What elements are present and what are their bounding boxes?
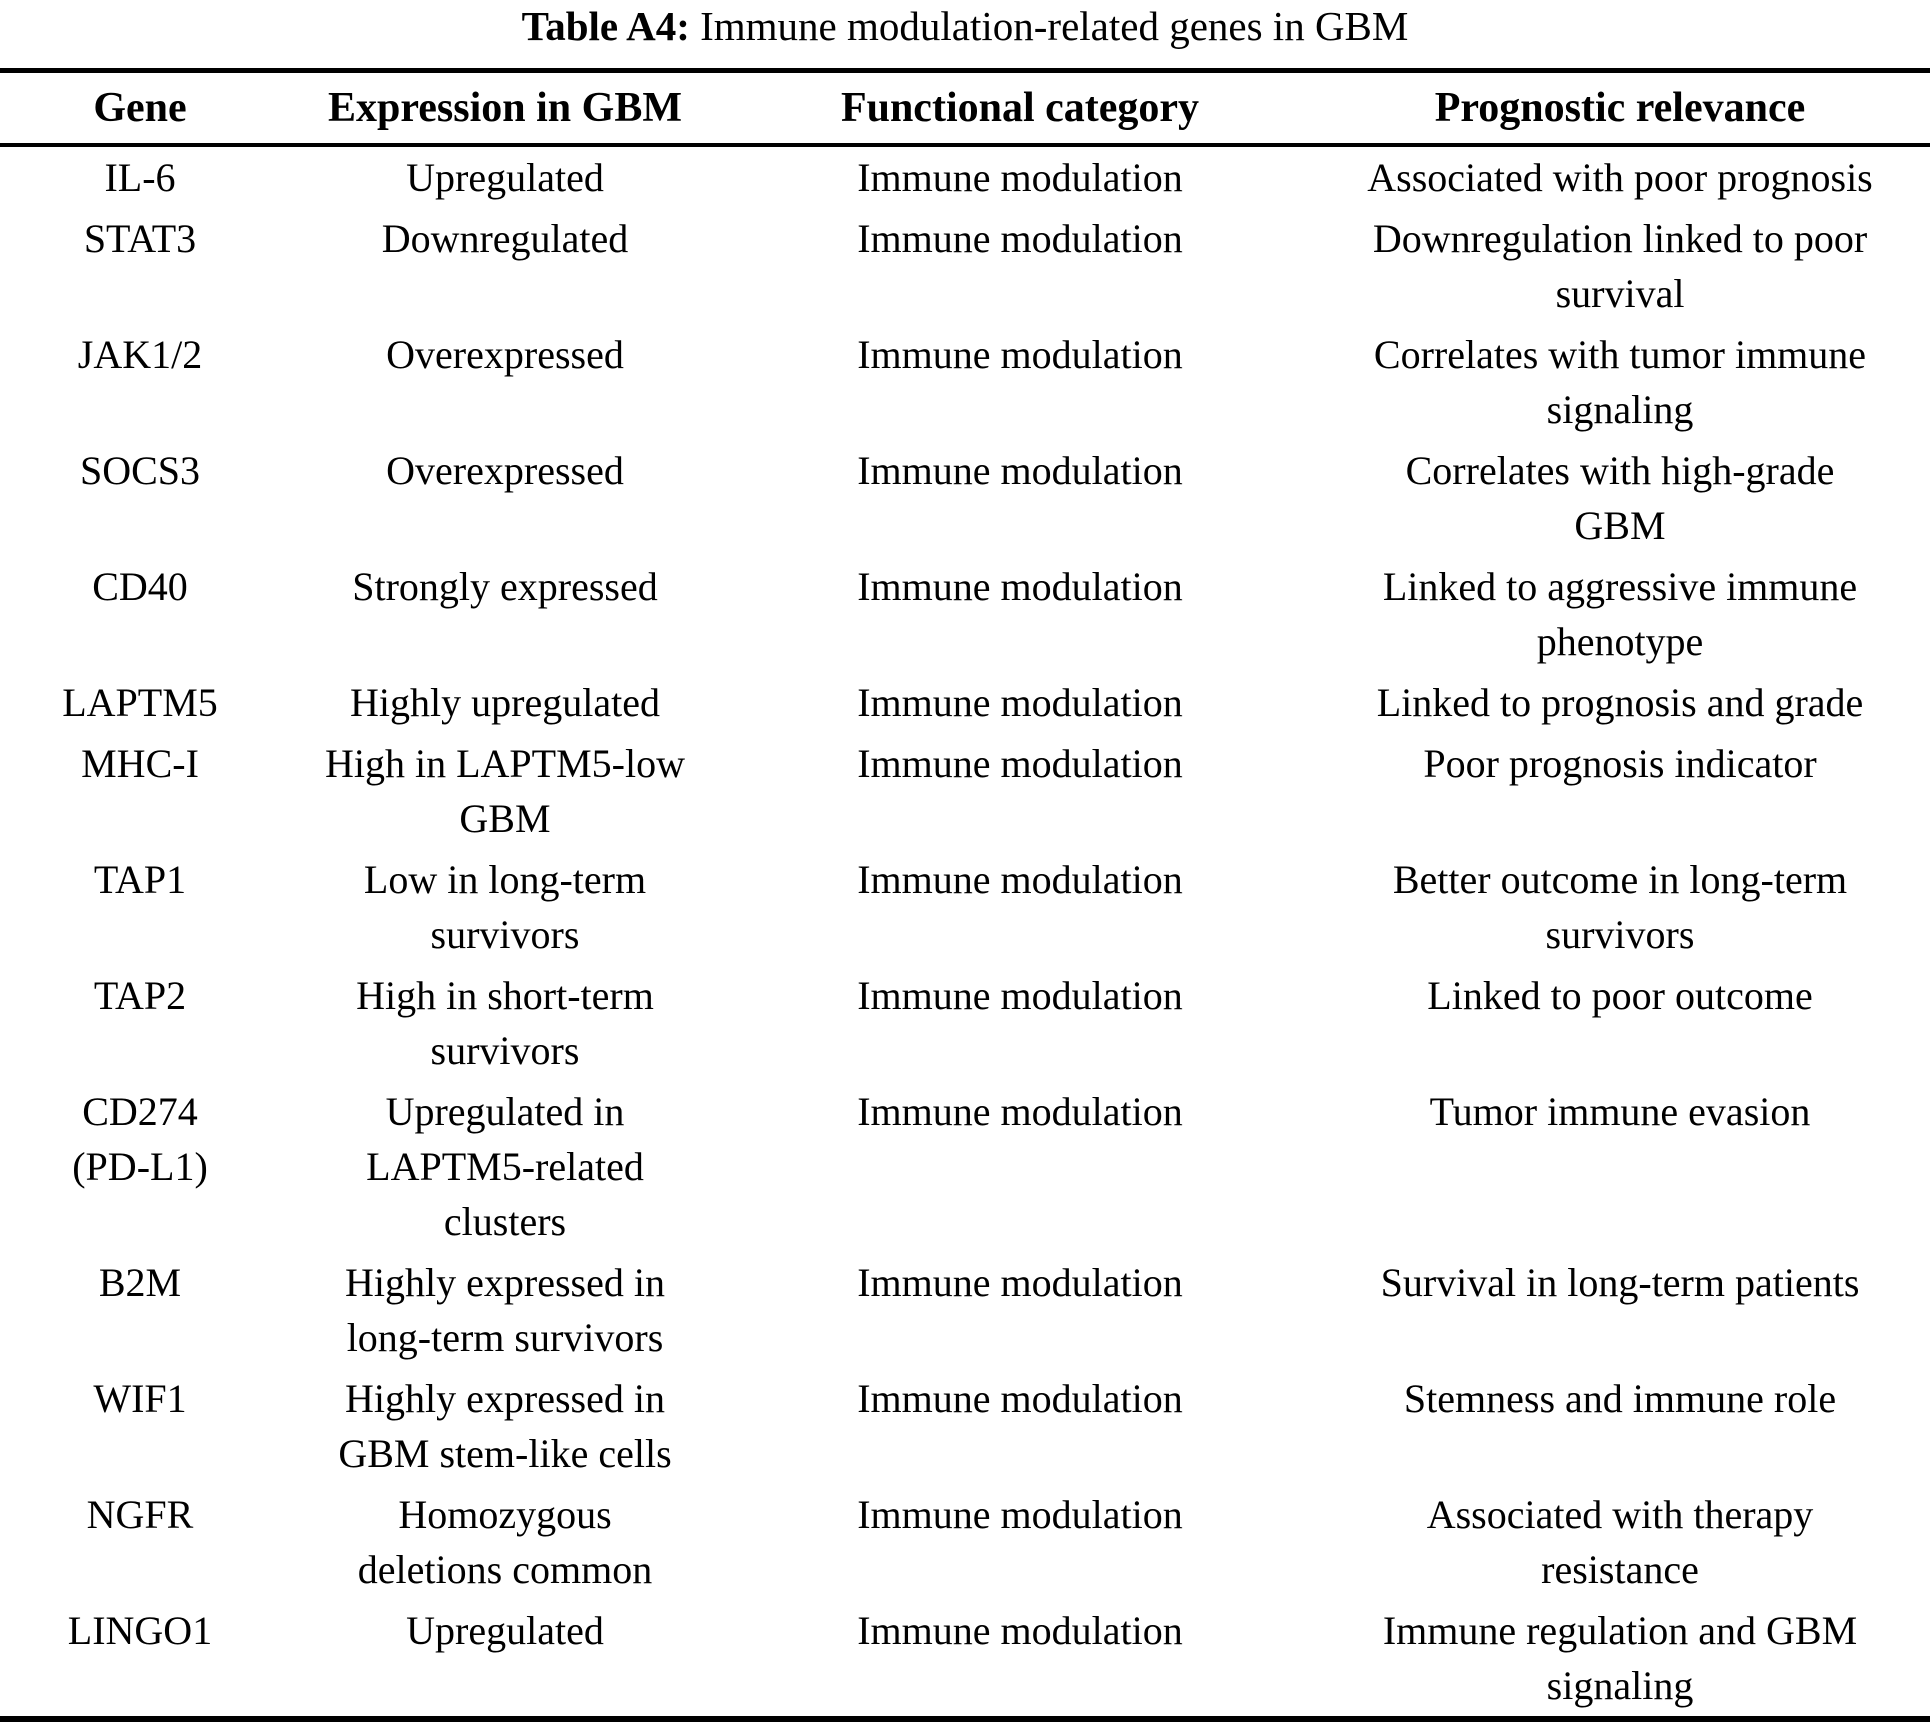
prognosis-cell: Poor prognosis indicator [1423, 741, 1817, 786]
gene-cell: TAP1 [93, 857, 187, 902]
table-row: B2M Highly expressed in long-term survivo… [0, 1252, 1930, 1368]
category-cell: Immune modulation [857, 155, 1183, 200]
prognosis-cell: Stemness and immune role [1403, 1376, 1837, 1421]
category-cell: Immune modulation [857, 1492, 1183, 1537]
category-cell: Immune modulation [857, 448, 1183, 493]
expression-cell: High in short-term survivors [356, 973, 654, 1073]
gene-cell: MHC-I [81, 741, 199, 786]
category-cell: Immune modulation [857, 973, 1183, 1018]
gene-cell: CD274 (PD-L1) [72, 1089, 208, 1189]
prognosis-cell: Downregulation linked to poor survival [1372, 216, 1868, 316]
gene-cell: LAPTM5 [62, 680, 218, 725]
column-header-category: Functional category [730, 70, 1310, 147]
table-row: WIF1 Highly expressed in GBM stem-like ce… [0, 1368, 1930, 1484]
expression-cell: Overexpressed [386, 332, 624, 377]
table-row: JAK1/2 Overexpressed Immune modulation Corr… [0, 324, 1930, 440]
expression-cell: Highly expressed in long-term survivors [345, 1260, 665, 1360]
gene-table: Gene Expression in GBM Functional catego… [0, 68, 1930, 1722]
gene-cell: CD40 [92, 564, 188, 609]
table-row: TAP2 High in short-term survivors Immune m… [0, 965, 1930, 1081]
prognosis-cell: Linked to aggressive immune phenotype [1382, 564, 1858, 664]
gene-cell: SOCS3 [79, 448, 201, 493]
category-cell: Immune modulation [857, 216, 1183, 261]
prognosis-cell: Immune regulation and GBM signaling [1382, 1608, 1858, 1708]
category-cell: Immune modulation [857, 680, 1183, 725]
column-header-prognosis: Prognostic relevance [1310, 70, 1930, 147]
table-row: NGFR Homozygous deletions common Immune mo… [0, 1484, 1930, 1600]
expression-cell: Upregulated [406, 155, 604, 200]
expression-cell: Strongly expressed [352, 564, 658, 609]
category-cell: Immune modulation [857, 1089, 1183, 1134]
category-cell: Immune modulation [857, 1376, 1183, 1421]
table-caption: Table A4: Immune modulation-related gene… [0, 0, 1930, 68]
prognosis-cell: Correlates with high-grade GBM [1405, 448, 1835, 548]
prognosis-cell: Better outcome in long-term survivors [1392, 857, 1848, 957]
gene-table-body: IL-6 Upregulated Immune modulation Associat… [0, 145, 1930, 1719]
expression-cell: Homozygous deletions common [357, 1492, 653, 1592]
category-cell: Immune modulation [857, 741, 1183, 786]
expression-cell: Upregulated in LAPTM5-related clusters [366, 1089, 644, 1244]
table-row: LAPTM5 Highly upregulated Immune modulatio… [0, 672, 1930, 733]
table-row: CD274 (PD-L1) Upregulated in LAPTM5-relat… [0, 1081, 1930, 1252]
table-row: MHC-I High in LAPTM5-low GBM Immune modula… [0, 733, 1930, 849]
table-row: CD40 Strongly expressed Immune modulation L… [0, 556, 1930, 672]
expression-cell: Downregulated [381, 216, 629, 261]
category-cell: Immune modulation [857, 564, 1183, 609]
table-row: TAP1 Low in long-term survivors Immune mod… [0, 849, 1930, 965]
table-row: SOCS3 Overexpressed Immune modulation Corre… [0, 440, 1930, 556]
gene-cell: JAK1/2 [77, 332, 203, 377]
column-header-expression: Expression in GBM [280, 70, 730, 147]
table-row: IL-6 Upregulated Immune modulation Associat… [0, 145, 1930, 208]
gene-cell: LINGO1 [67, 1608, 213, 1653]
gene-cell: IL-6 [104, 155, 176, 200]
header-row: Gene Expression in GBM Functional catego… [0, 70, 1930, 147]
gene-cell: WIF1 [93, 1376, 187, 1421]
gene-cell: STAT3 [83, 216, 197, 261]
gene-cell: TAP2 [93, 973, 187, 1018]
prognosis-cell: Linked to poor outcome [1427, 973, 1813, 1018]
prognosis-cell: Linked to prognosis and grade [1376, 680, 1864, 725]
gene-cell: NGFR [86, 1492, 194, 1537]
table-caption-text: Immune modulation-related genes in GBM [689, 3, 1409, 49]
prognosis-cell: Correlates with tumor immune signaling [1373, 332, 1867, 432]
category-cell: Immune modulation [857, 1608, 1183, 1653]
expression-cell: Highly upregulated [350, 680, 660, 725]
expression-cell: Highly expressed in GBM stem-like cells [338, 1376, 672, 1476]
expression-cell: Overexpressed [386, 448, 624, 493]
prognosis-cell: Survival in long-term patients [1380, 1260, 1860, 1305]
prognosis-cell: Associated with poor prognosis [1367, 155, 1873, 200]
column-header-gene: Gene [0, 70, 280, 147]
prognosis-cell: Tumor immune evasion [1429, 1089, 1811, 1134]
table-row: STAT3 Downregulated Immune modulation Downr… [0, 208, 1930, 324]
category-cell: Immune modulation [857, 1260, 1183, 1305]
gene-cell: B2M [98, 1260, 182, 1305]
category-cell: Immune modulation [857, 857, 1183, 902]
table-row: LINGO1 Upregulated Immune modulation Immune… [0, 1600, 1930, 1719]
expression-cell: Upregulated [406, 1608, 604, 1653]
expression-cell: Low in long-term survivors [363, 857, 647, 957]
gene-table-header: Gene Expression in GBM Functional catego… [0, 70, 1930, 147]
prognosis-cell: Associated with therapy resistance [1426, 1492, 1814, 1592]
expression-cell: High in LAPTM5-low GBM [325, 741, 685, 841]
table-caption-label: Table A4: [521, 3, 690, 49]
category-cell: Immune modulation [857, 332, 1183, 377]
